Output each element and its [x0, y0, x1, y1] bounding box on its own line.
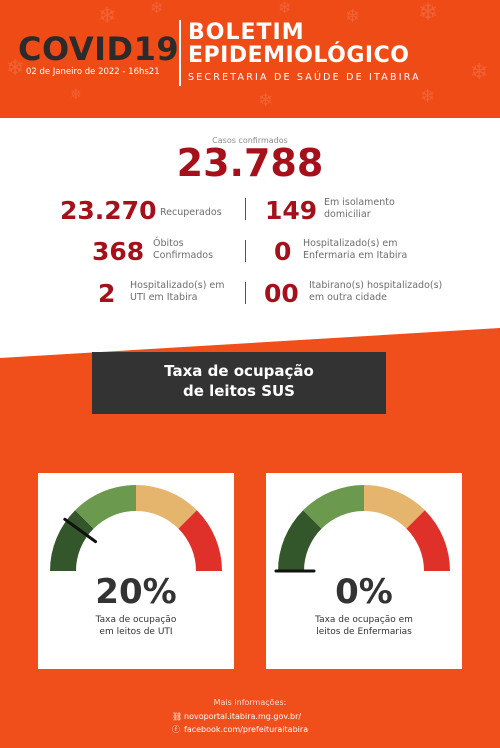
- icu-occupancy-card: 20% Taxa de ocupação em leitos de UTI: [38, 473, 234, 669]
- snowflake-icon: ❄: [6, 56, 25, 81]
- ward-hospitalized-label-line1: Hospitalizado(s) em: [303, 238, 398, 249]
- icu-hospitalized-label-line2: UTI em Itabira: [130, 292, 198, 304]
- ward-caption-line2: leitos de Enfermarias: [316, 626, 412, 637]
- icu-hospitalized-value: 2: [98, 279, 116, 308]
- icu-hospitalized-label: Hospitalizado(s) em UTI em Itabira: [130, 280, 225, 305]
- snowflake-icon: ❄: [278, 0, 292, 17]
- section-wedge: [0, 328, 500, 360]
- ward-hospitalized-label: Hospitalizado(s) em Enfermaria em Itabir…: [303, 238, 407, 263]
- sus-occupancy-title-box: Taxa de ocupação de leitos SUS: [92, 352, 386, 414]
- home-isolation-value: 149: [265, 196, 318, 225]
- facebook-icon: ⓕ: [172, 725, 180, 734]
- more-info-label: Mais informações:: [213, 698, 287, 707]
- recovered-label: Recuperados: [160, 207, 222, 218]
- deaths-label: Óbitos Confirmados: [153, 238, 213, 263]
- gauge-segment-2: [303, 485, 364, 529]
- deaths-value: 368: [92, 237, 145, 266]
- gauge-segment-4: [178, 510, 222, 571]
- website-link[interactable]: ⛓ novoportal.itabira.mg.gov.br/: [172, 712, 301, 721]
- ward-hospitalized-value: 0: [274, 237, 292, 266]
- other-city-hospitalized-label-line2: em outra cidade: [309, 292, 388, 304]
- icu-gauge: [50, 485, 222, 571]
- other-city-hospitalized-label-line1: Itabirano(s) hospitalizado(s): [309, 280, 443, 291]
- home-isolation-label-line1: Em isolamento: [324, 197, 395, 208]
- stat-divider: [245, 240, 246, 262]
- bulletin-title-line1: BOLETIM: [188, 20, 305, 45]
- gauge-segment-3: [364, 485, 425, 529]
- deaths-label-line2: Confirmados: [153, 250, 214, 262]
- confirmed-label: Casos confirmados: [212, 136, 288, 145]
- bulletin-title-line2: EPIDEMIOLÓGICO: [188, 43, 410, 68]
- gauge-segment-3: [136, 485, 197, 529]
- sus-title-line1: Taxa de ocupação: [164, 362, 314, 380]
- snowflake-icon: ❄: [70, 87, 82, 103]
- icu-occupancy-percent: 20%: [95, 572, 177, 612]
- icu-hospitalized-label-line1: Hospitalizado(s) em: [130, 280, 225, 291]
- snowflake-icon: ❄: [418, 0, 439, 26]
- snowflake-icon: ❄: [98, 4, 117, 29]
- gauge-needle: [63, 517, 98, 544]
- link-icon: ⛓: [172, 712, 183, 721]
- ward-hospitalized-label-line2: Enfermaria em Itabira: [303, 250, 408, 262]
- facebook-link[interactable]: ⓕ facebook.com/prefeituraitabira: [172, 724, 308, 735]
- recovered-value: 23.270: [60, 196, 157, 225]
- ward-caption-line1: Taxa de ocupação em: [315, 615, 413, 625]
- other-city-hospitalized-value: 00: [264, 279, 299, 308]
- covid-title: COVID19: [18, 30, 180, 68]
- icu-occupancy-caption: Taxa de ocupação em leitos de UTI: [38, 615, 234, 638]
- sus-title-line2: de leitos SUS: [182, 382, 295, 400]
- ward-gauge: [274, 485, 450, 573]
- icu-caption-line1: Taxa de ocupação: [95, 615, 177, 625]
- snowflake-icon: ❄: [470, 60, 489, 85]
- snowflake-icon: ❄: [258, 90, 274, 111]
- gauge-segment-1: [50, 510, 94, 571]
- facebook-text: facebook.com/prefeituraitabira: [184, 725, 309, 734]
- website-text: novoportal.itabira.mg.gov.br/: [184, 712, 302, 721]
- snowflake-icon: ❄: [150, 0, 164, 17]
- bulletin-date: 02 de Janeiro de 2022 - 16hs21: [26, 67, 160, 77]
- home-isolation-label: Em isolamento domiciliar: [324, 197, 395, 222]
- ward-occupancy-caption: Taxa de ocupação em leitos de Enfermaria…: [266, 615, 462, 638]
- home-isolation-label-line2: domiciliar: [324, 209, 371, 221]
- gauge-segment-4: [406, 510, 450, 571]
- stats-panel: [0, 118, 500, 358]
- secretaria-subtitle: SECRETARIA DE SAÚDE DE ITABIRA: [188, 72, 421, 83]
- icu-caption-line2: em leitos de UTI: [99, 626, 173, 637]
- gauge-segment-1: [278, 510, 322, 571]
- snowflake-icon: ❄: [345, 6, 361, 27]
- gauge-segment-2: [75, 485, 136, 529]
- header-divider: [179, 20, 181, 86]
- deaths-label-line1: Óbitos: [153, 238, 184, 249]
- other-city-hospitalized-label: Itabirano(s) hospitalizado(s) em outra c…: [309, 280, 442, 305]
- ward-occupancy-percent: 0%: [335, 572, 393, 612]
- stat-divider: [245, 198, 246, 220]
- header-banner: ❄ ❄ ❄ ❄ ❄ ❄ ❄ ❄ ❄ ❄ COVID19 02 de Janeir…: [0, 0, 500, 118]
- stat-divider: [245, 282, 246, 304]
- ward-occupancy-card: 0% Taxa de ocupação em leitos de Enferma…: [266, 473, 462, 669]
- confirmed-value: 23.788: [176, 141, 324, 185]
- snowflake-icon: ❄: [420, 86, 436, 107]
